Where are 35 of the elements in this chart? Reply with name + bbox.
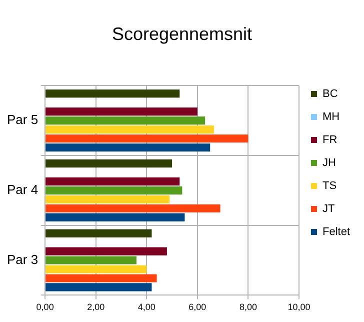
legend-label: FR	[322, 134, 338, 146]
legend-label: Feltet	[322, 226, 350, 238]
bar	[46, 213, 185, 222]
x-tick-label: 4,00	[138, 302, 156, 312]
bar	[46, 229, 152, 238]
bar	[46, 256, 136, 264]
bar	[46, 265, 147, 274]
bar	[46, 143, 210, 152]
bar	[46, 247, 167, 256]
legend-label: BC	[322, 88, 338, 100]
bar	[46, 283, 152, 292]
bar	[46, 90, 180, 98]
x-tick-label: 2,00	[87, 302, 105, 312]
bar	[46, 274, 157, 282]
legend-label: TS	[322, 180, 337, 192]
x-tick-label: 8,00	[239, 302, 257, 312]
bar	[46, 177, 180, 186]
x-tick-label: 10,00	[288, 302, 310, 312]
bar	[46, 125, 214, 134]
y-tick-label: Par 3	[6, 252, 38, 267]
bar	[46, 159, 172, 168]
bar	[46, 186, 182, 194]
y-tick-label: Par 4	[6, 182, 38, 197]
legend-label: JT	[322, 203, 335, 216]
chart-title: Scoregennemsnit	[112, 24, 252, 44]
legend-label: MH	[322, 111, 340, 124]
bar	[46, 204, 220, 212]
x-tick-label: 0,00	[36, 302, 54, 312]
y-tick-label: Par 5	[6, 112, 38, 128]
bar	[46, 195, 170, 204]
x-tick-label: 6,00	[188, 302, 206, 312]
bar	[46, 116, 206, 125]
legend-label: JH	[322, 157, 336, 170]
bar	[46, 108, 198, 116]
bar	[46, 134, 248, 143]
